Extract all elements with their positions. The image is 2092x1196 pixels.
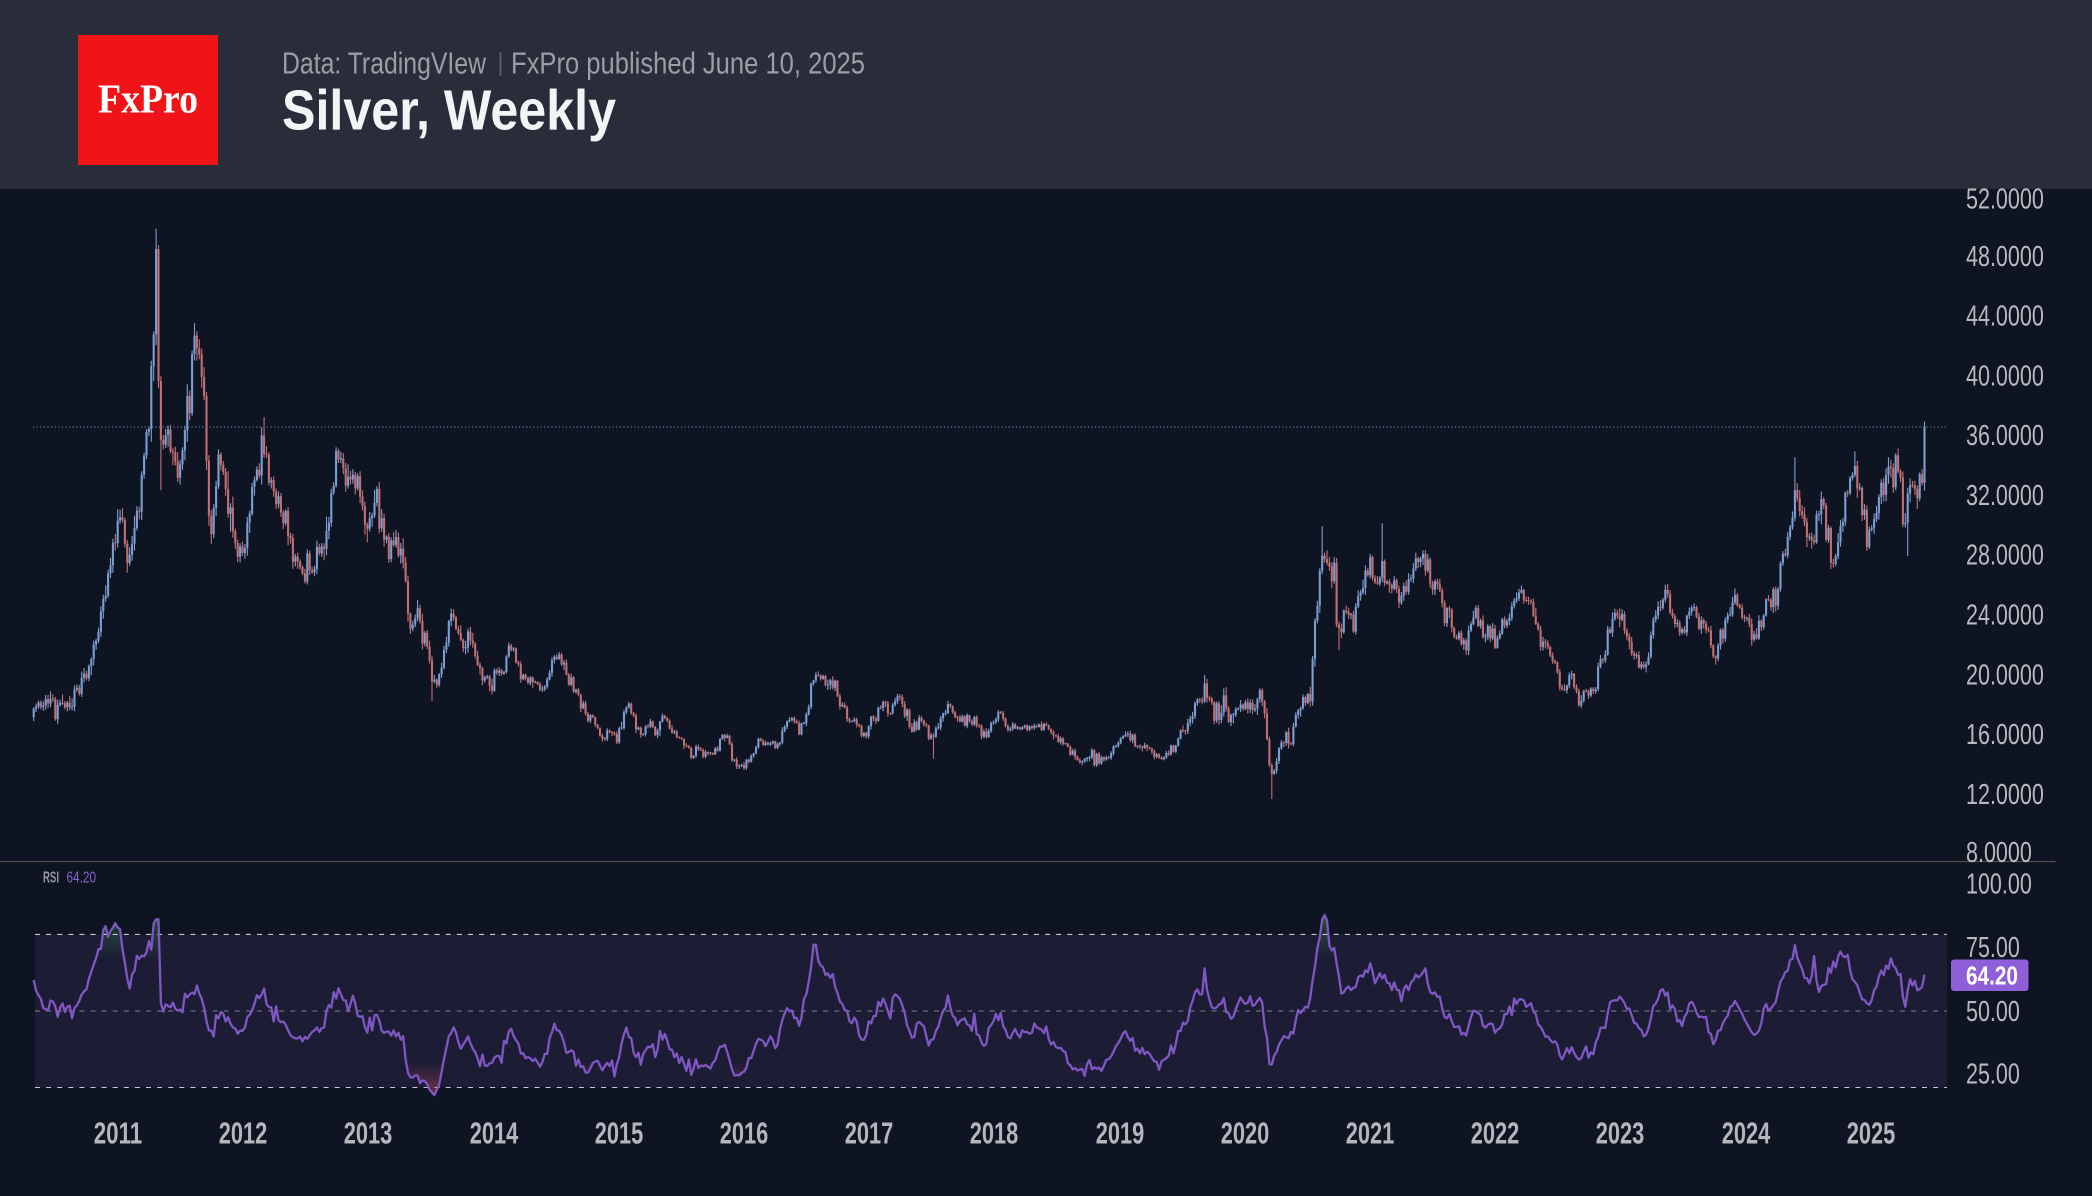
svg-text:75.00: 75.00 <box>1966 932 2020 964</box>
svg-text:2022: 2022 <box>1471 1116 1520 1151</box>
svg-text:64.20: 64.20 <box>67 870 97 887</box>
svg-text:2012: 2012 <box>219 1116 268 1151</box>
svg-text:2011: 2011 <box>94 1116 143 1151</box>
svg-text:RSI: RSI <box>43 870 59 887</box>
svg-text:12.0000: 12.0000 <box>1966 779 2044 811</box>
svg-text:2019: 2019 <box>1096 1116 1145 1151</box>
svg-text:36.0000: 36.0000 <box>1966 420 2044 452</box>
svg-text:2017: 2017 <box>845 1116 894 1151</box>
svg-text:8.0000: 8.0000 <box>1966 837 2032 869</box>
svg-text:50.00: 50.00 <box>1966 996 2020 1028</box>
svg-text:24.0000: 24.0000 <box>1966 600 2044 632</box>
svg-text:2024: 2024 <box>1722 1116 1771 1151</box>
svg-text:FxPro published June 10, 2025: FxPro published June 10, 2025 <box>511 47 865 81</box>
svg-text:2023: 2023 <box>1596 1116 1645 1151</box>
svg-text:2021: 2021 <box>1346 1116 1395 1151</box>
svg-text:Data: TradingVIew: Data: TradingVIew <box>282 47 487 81</box>
svg-text:2025: 2025 <box>1847 1116 1896 1151</box>
svg-text:Silver, Weekly: Silver, Weekly <box>282 79 616 143</box>
svg-text:2018: 2018 <box>970 1116 1019 1151</box>
svg-text:FxPro: FxPro <box>98 76 198 122</box>
svg-text:48.0000: 48.0000 <box>1966 241 2044 273</box>
svg-text:16.0000: 16.0000 <box>1966 719 2044 751</box>
svg-text:2020: 2020 <box>1221 1116 1270 1151</box>
svg-text:52.0000: 52.0000 <box>1966 184 2044 216</box>
svg-text:2013: 2013 <box>344 1116 393 1151</box>
svg-text:25.00: 25.00 <box>1966 1059 2020 1091</box>
svg-text:40.0000: 40.0000 <box>1966 360 2044 392</box>
svg-text:2016: 2016 <box>720 1116 769 1151</box>
svg-text:100.00: 100.00 <box>1966 869 2032 901</box>
svg-text:64.20: 64.20 <box>1966 961 2018 991</box>
svg-text:44.0000: 44.0000 <box>1966 301 2044 333</box>
svg-text:32.0000: 32.0000 <box>1966 480 2044 512</box>
svg-text:20.0000: 20.0000 <box>1966 659 2044 691</box>
svg-text:2015: 2015 <box>595 1116 644 1151</box>
svg-text:28.0000: 28.0000 <box>1966 540 2044 572</box>
svg-text:2014: 2014 <box>470 1116 519 1151</box>
